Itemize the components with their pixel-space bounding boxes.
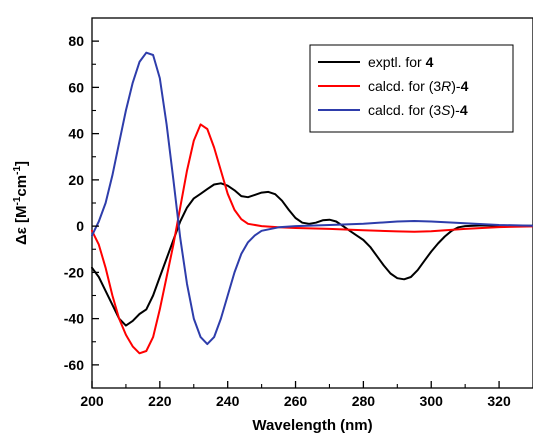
legend-label-2: calcd. for (3S)-4 xyxy=(368,102,468,118)
y-tick-label: 40 xyxy=(68,126,84,142)
series-line-0 xyxy=(91,182,533,327)
legend-box xyxy=(309,44,514,133)
y-tick-label: -20 xyxy=(64,264,84,280)
y-tick-label: -40 xyxy=(64,311,84,327)
y-axis: -60 -40 -20 0 20 40 60 80 xyxy=(64,33,99,373)
legend-label-prefix: calcd. for (3 xyxy=(368,102,441,118)
y-axis-title-suffix: ] xyxy=(13,161,30,166)
x-axis: 200 220 240 260 280 300 320 xyxy=(80,381,511,409)
legend-label-suffix: )- xyxy=(450,102,460,118)
x-tick-label: 200 xyxy=(80,393,104,409)
x-tick-label: 320 xyxy=(487,393,511,409)
x-tick-label: 300 xyxy=(420,393,444,409)
legend-label-compound: 4 xyxy=(460,102,468,118)
y-tick-label: 80 xyxy=(68,33,84,49)
y-axis-title: Δε [M-1cm-1] xyxy=(12,161,30,245)
legend-label-compound: 4 xyxy=(426,54,434,70)
series-line-1 xyxy=(91,123,533,355)
series-layer xyxy=(91,51,533,355)
y-tick-label: 60 xyxy=(68,79,84,95)
legend-label-1: calcd. for (3R)-4 xyxy=(368,78,469,94)
legend-label-compound: 4 xyxy=(461,78,469,94)
y-axis-title-sup1: -1 xyxy=(12,196,23,205)
series-line-2 xyxy=(91,51,533,346)
x-tick-label: 280 xyxy=(352,393,376,409)
legend-label-prefix: calcd. for (3 xyxy=(368,78,441,94)
x-tick-label: 220 xyxy=(148,393,172,409)
y-tick-label: 20 xyxy=(68,172,84,188)
plot-area xyxy=(91,17,533,389)
y-axis-title-sup2: -1 xyxy=(12,166,23,175)
y-tick-label: -60 xyxy=(64,357,84,373)
y-tick-label: 0 xyxy=(76,218,84,234)
y-axis-title-prefix: Δε [M xyxy=(13,205,30,245)
x-tick-label: 240 xyxy=(216,393,240,409)
x-axis-title: Wavelength (nm) xyxy=(252,417,372,434)
legend-label-italic: S xyxy=(441,102,451,118)
y-axis-title-mid: cm xyxy=(13,175,30,197)
x-tick-label: 260 xyxy=(284,393,308,409)
legend-label-prefix: exptl. for xyxy=(368,54,426,70)
legend-label-suffix: )- xyxy=(451,78,461,94)
legend-label-italic: R xyxy=(441,78,451,94)
legend-label-0: exptl. for 4 xyxy=(368,54,434,70)
